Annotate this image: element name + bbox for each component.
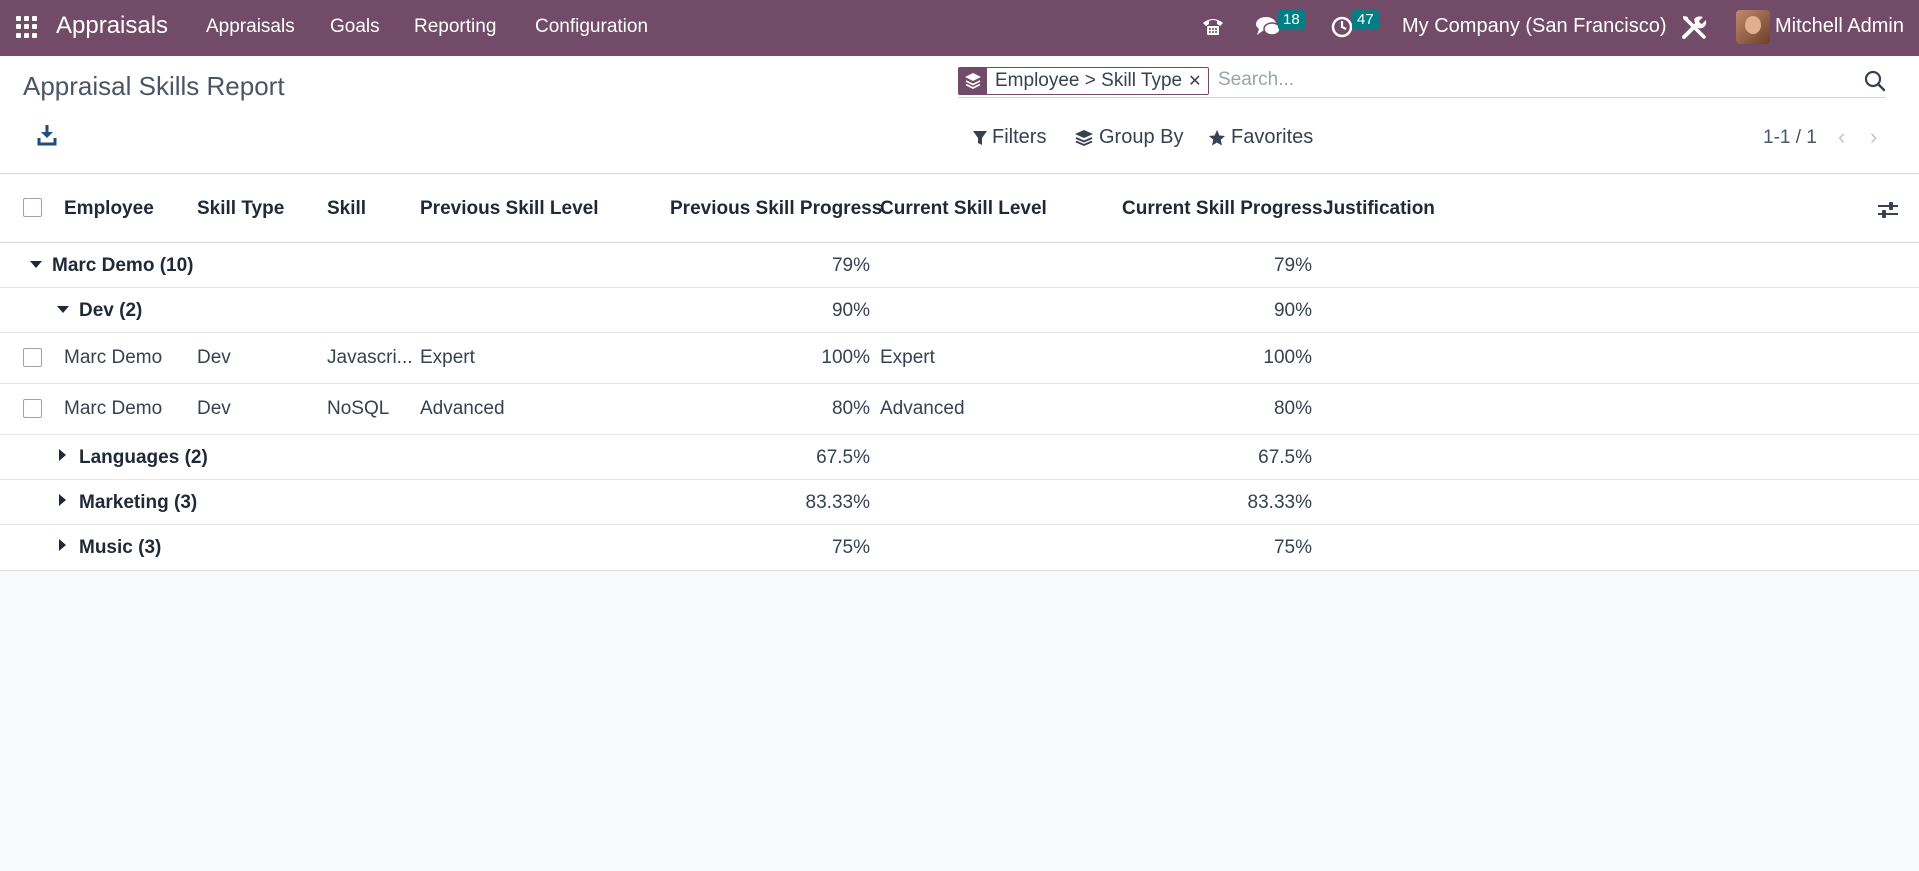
search-facet[interactable]: Employee > Skill Type ✕ bbox=[958, 67, 1209, 95]
list-view-table: Employee Skill Type Skill Previous Skill… bbox=[0, 174, 1919, 571]
group-row-skill-type[interactable]: Marketing (3) 83.33% 83.33% bbox=[0, 480, 1919, 525]
app-brand[interactable]: Appraisals bbox=[56, 12, 169, 39]
activities-clock-icon[interactable] bbox=[1330, 15, 1354, 45]
favorites-label: Favorites bbox=[1231, 126, 1314, 148]
facet-remove-icon[interactable]: ✕ bbox=[1188, 73, 1202, 90]
subgroup-label: Languages (2) bbox=[79, 447, 208, 468]
select-all-checkbox[interactable] bbox=[23, 198, 42, 217]
cell-prev-level: Expert bbox=[420, 347, 475, 368]
subgroup-curr-progress: 67.5% bbox=[1258, 447, 1312, 468]
subgroup-prev-progress: 83.33% bbox=[805, 492, 870, 513]
table-header: Employee Skill Type Skill Previous Skill… bbox=[0, 174, 1919, 243]
row-checkbox[interactable] bbox=[23, 348, 42, 367]
subgroup-label: Music (3) bbox=[79, 537, 162, 558]
menu-reporting[interactable]: Reporting bbox=[414, 16, 497, 37]
company-switcher[interactable]: My Company (San Francisco) bbox=[1402, 15, 1667, 37]
phone-icon[interactable] bbox=[1200, 13, 1226, 45]
table-row[interactable]: Marc Demo Dev Javascri... Expert 100% Ex… bbox=[0, 333, 1919, 384]
subgroup-prev-progress: 75% bbox=[831, 537, 870, 558]
group-by-label: Group By bbox=[1099, 126, 1184, 148]
pager-previous-icon[interactable]: ‹ bbox=[1838, 124, 1846, 149]
column-employee[interactable]: Employee bbox=[64, 198, 154, 219]
group-row-skill-type[interactable]: Music (3) 75% 75% bbox=[0, 525, 1919, 570]
facet-label: Employee > Skill Type bbox=[995, 70, 1183, 91]
cell-curr-level: Advanced bbox=[880, 398, 965, 419]
download-icon[interactable] bbox=[37, 124, 57, 146]
search-icon[interactable] bbox=[1864, 70, 1886, 98]
caret-down-icon bbox=[30, 261, 42, 268]
debug-tools-icon[interactable] bbox=[1680, 13, 1708, 47]
column-current-skill-progress[interactable]: Current Skill Progress bbox=[1122, 198, 1323, 219]
cell-skill: NoSQL bbox=[327, 398, 390, 419]
cell-curr-progress: 80% bbox=[1273, 398, 1312, 419]
group-curr-progress: 79% bbox=[1273, 255, 1312, 276]
column-justification[interactable]: Justification bbox=[1323, 198, 1435, 219]
cell-skill-type: Dev bbox=[197, 347, 231, 368]
favorites-button[interactable]: Favorites bbox=[1208, 126, 1313, 149]
group-label: Marc Demo (10) bbox=[52, 255, 194, 276]
search-input[interactable] bbox=[1218, 69, 1818, 91]
page-title: Appraisal Skills Report bbox=[23, 71, 285, 101]
menu-goals[interactable]: Goals bbox=[330, 16, 380, 37]
layers-icon bbox=[959, 67, 987, 95]
apps-menu-icon[interactable] bbox=[16, 16, 38, 38]
user-avatar[interactable] bbox=[1736, 10, 1770, 44]
cell-prev-level: Advanced bbox=[420, 398, 505, 419]
filter-icon bbox=[973, 130, 987, 145]
caret-down-icon bbox=[57, 306, 69, 313]
filters-button[interactable]: Filters bbox=[973, 126, 1046, 149]
cell-skill-type: Dev bbox=[197, 398, 231, 419]
row-checkbox[interactable] bbox=[23, 399, 42, 418]
group-prev-progress: 79% bbox=[831, 255, 870, 276]
optional-columns-settings-icon[interactable] bbox=[1877, 200, 1899, 226]
subgroup-prev-progress: 90% bbox=[831, 300, 870, 321]
menu-configuration[interactable]: Configuration bbox=[535, 16, 649, 37]
pager-value[interactable]: 1-1 / 1 bbox=[1763, 127, 1817, 148]
cell-prev-progress: 100% bbox=[821, 347, 870, 368]
cell-skill: Javascri... bbox=[327, 347, 413, 368]
column-current-skill-level[interactable]: Current Skill Level bbox=[880, 198, 1047, 219]
activities-count-badge: 47 bbox=[1352, 10, 1379, 30]
group-row-skill-type[interactable]: Dev (2) 90% 90% bbox=[0, 288, 1919, 333]
subgroup-curr-progress: 90% bbox=[1273, 300, 1312, 321]
layers-icon bbox=[1075, 129, 1093, 146]
cell-employee: Marc Demo bbox=[64, 347, 163, 368]
caret-right-icon bbox=[59, 494, 66, 506]
cell-employee: Marc Demo bbox=[64, 398, 163, 419]
group-row-employee[interactable]: Marc Demo (10) 79% 79% bbox=[0, 243, 1919, 288]
table-row[interactable]: Marc Demo Dev NoSQL Advanced 80% Advance… bbox=[0, 384, 1919, 435]
subgroup-label: Dev (2) bbox=[79, 300, 143, 321]
column-previous-skill-level[interactable]: Previous Skill Level bbox=[420, 198, 599, 219]
column-previous-skill-progress[interactable]: Previous Skill Progress bbox=[670, 198, 883, 219]
subgroup-prev-progress: 67.5% bbox=[816, 447, 870, 468]
cell-prev-progress: 80% bbox=[831, 398, 870, 419]
column-skill[interactable]: Skill bbox=[327, 198, 367, 219]
filters-label: Filters bbox=[992, 126, 1047, 148]
star-icon bbox=[1209, 129, 1225, 145]
pager-next-icon[interactable]: › bbox=[1870, 124, 1878, 149]
caret-right-icon bbox=[59, 449, 66, 461]
cell-curr-level: Expert bbox=[880, 347, 935, 368]
group-row-skill-type[interactable]: Languages (2) 67.5% 67.5% bbox=[0, 435, 1919, 480]
caret-right-icon bbox=[59, 539, 66, 551]
subgroup-label: Marketing (3) bbox=[79, 492, 198, 513]
subgroup-curr-progress: 75% bbox=[1273, 537, 1312, 558]
menu-appraisals[interactable]: Appraisals bbox=[206, 16, 295, 37]
messages-count-badge: 18 bbox=[1278, 10, 1305, 30]
user-menu[interactable]: Mitchell Admin bbox=[1775, 15, 1904, 37]
search-bar: Employee > Skill Type ✕ bbox=[958, 66, 1886, 98]
top-navbar: Appraisals Appraisals Goals Reporting Co… bbox=[0, 0, 1919, 56]
subgroup-curr-progress: 83.33% bbox=[1247, 492, 1312, 513]
cell-curr-progress: 100% bbox=[1263, 347, 1312, 368]
column-skill-type[interactable]: Skill Type bbox=[197, 198, 285, 219]
group-by-button[interactable]: Group By bbox=[1074, 126, 1183, 149]
control-panel: Appraisal Skills Report Employee > Skill… bbox=[0, 56, 1919, 174]
